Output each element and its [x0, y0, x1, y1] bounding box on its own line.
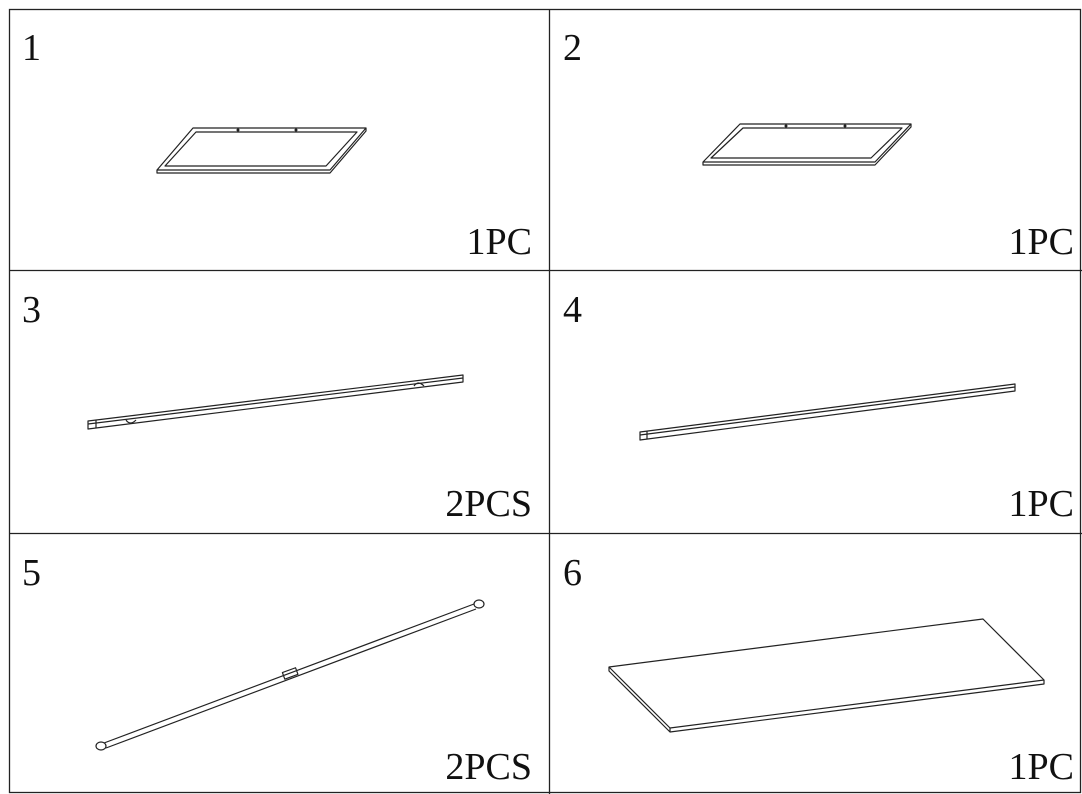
- part-3-drawing: [87, 374, 464, 430]
- part-number: 4: [563, 289, 582, 331]
- part-quantity: 2PCS: [445, 746, 532, 788]
- part-4-drawing: [639, 383, 1016, 441]
- part-2-drawing: [702, 123, 912, 166]
- part-number: 1: [22, 27, 41, 69]
- part-number: 6: [563, 552, 582, 594]
- part-quantity: 2PCS: [445, 483, 532, 525]
- part-number: 2: [563, 27, 582, 69]
- part-number: 3: [22, 289, 41, 331]
- part-quantity: 1PC: [1009, 221, 1074, 263]
- part-number: 5: [22, 552, 41, 594]
- part-1-drawing: [156, 127, 367, 174]
- part-quantity: 1PC: [467, 221, 532, 263]
- outer-border: [8, 8, 1082, 794]
- part-5-drawing: [95, 599, 485, 751]
- grid: [8, 8, 1082, 794]
- part-6-drawing: [608, 618, 1045, 733]
- part-quantity: 1PC: [1009, 746, 1074, 788]
- part-quantity: 1PC: [1009, 483, 1074, 525]
